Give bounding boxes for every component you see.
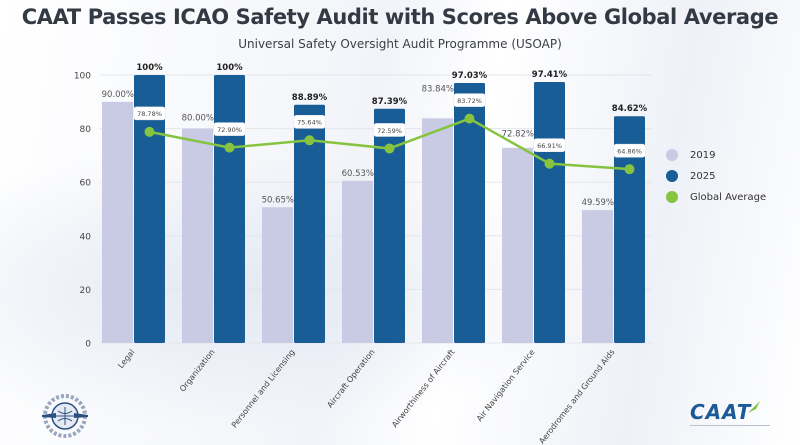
global-average-line	[144, 113, 635, 175]
global-average-point	[624, 164, 635, 175]
bar-2025	[374, 108, 405, 343]
legend-label-global-average: Global Average	[690, 191, 767, 203]
global-average-label-box	[133, 106, 166, 121]
bar-2019	[262, 207, 293, 343]
global-average-label: 64.86%	[617, 147, 642, 155]
global-average-label-box	[533, 138, 566, 152]
data-label-2025: 100%	[136, 63, 163, 73]
y-axis-ticks: 0 20 40 60 80 100	[74, 72, 91, 350]
x-tick-label: Personnel and Licensing	[230, 348, 297, 430]
data-label-2025: 100%	[216, 63, 243, 73]
legend-dot-2025	[666, 170, 678, 182]
caat-swoosh-icon	[748, 401, 761, 413]
global-average-label: 66.91%	[537, 142, 562, 150]
global-average-point	[464, 113, 475, 124]
global-average-point	[384, 143, 395, 154]
global-average-label: 78.78%	[137, 110, 162, 118]
global-average-point	[224, 142, 235, 153]
bar-2019	[502, 147, 533, 343]
caat-logo-underline	[690, 425, 770, 432]
legend-item-2025: 2025	[666, 166, 766, 186]
data-label-2019: 80.00%	[182, 114, 214, 124]
data-label-2019: 83.84%	[422, 85, 454, 95]
bar-2025	[614, 116, 645, 343]
bar-2025	[214, 75, 245, 343]
bar-2025	[134, 75, 165, 343]
bar-2019	[102, 101, 133, 343]
x-tick-label: Organization	[178, 348, 217, 394]
global-average-labels: 78.78% 72.90% 75.64% 72.59% 83.72% 66.91% 64.8…	[133, 93, 646, 158]
icao-emblem-icon	[42, 394, 88, 438]
data-label-2019: 90.00%	[102, 90, 134, 100]
x-tick-label: Legal	[116, 348, 136, 370]
bar-2019	[582, 210, 613, 343]
bar-2019	[422, 118, 453, 343]
global-average-label-box	[373, 123, 406, 137]
global-average-label: 83.72%	[457, 97, 482, 105]
global-average-label-box	[453, 93, 486, 107]
bar-2025	[294, 104, 325, 343]
data-label-2025: 84.62%	[612, 104, 648, 114]
bar-labels: 90.00% 100% 80.00% 100% 50.65% 88.89% 60.53% 87…	[102, 63, 648, 208]
global-average-label-box	[213, 122, 246, 136]
y-tick-label: 60	[80, 179, 92, 189]
legend: 2019 2025 Global Average	[666, 145, 766, 208]
y-tick-label: 100	[74, 72, 91, 82]
bar-2025	[534, 81, 565, 344]
y-tick-label: 40	[80, 232, 92, 242]
y-tick-label: 80	[80, 125, 92, 135]
global-average-label-box	[293, 114, 326, 129]
data-label-2025: 97.03%	[452, 71, 488, 81]
caat-logo-text: CAAT	[690, 400, 752, 424]
x-tick-label: Air Navigation Service	[475, 348, 537, 424]
caat-logo: CAAT	[690, 400, 770, 432]
global-average-point	[304, 135, 315, 146]
global-average-point	[144, 126, 155, 137]
y-tick-label: 20	[80, 286, 92, 296]
global-average-point	[544, 158, 555, 169]
data-label-2019: 49.59%	[582, 198, 614, 208]
global-average-label: 75.64%	[297, 119, 322, 127]
legend-dot-2019	[666, 149, 678, 161]
bar-2025	[454, 82, 485, 344]
bar-2019	[342, 180, 373, 343]
bar-2019	[182, 128, 213, 343]
legend-item-global-average: Global Average	[666, 187, 766, 207]
data-label-2019: 72.82%	[502, 130, 534, 140]
data-label-2019: 50.65%	[262, 195, 294, 205]
data-label-2025: 87.39%	[372, 97, 408, 107]
global-average-label: 72.90%	[217, 126, 242, 134]
data-label-2019: 60.53%	[342, 169, 374, 179]
legend-item-2019: 2019	[666, 145, 766, 165]
x-tick-label: Aerodromes and Ground Aids	[537, 348, 616, 445]
chart-title: CAAT Passes ICAO Safety Audit with Score…	[21, 5, 779, 29]
legend-dot-global-average	[666, 191, 678, 203]
data-label-2025: 97.41%	[532, 70, 568, 80]
icao-logo	[42, 393, 88, 444]
data-label-2025: 88.89%	[292, 93, 328, 103]
global-average-label-box	[613, 143, 646, 158]
x-tick-label: Airworthiness of Aircraft	[390, 348, 456, 430]
x-axis-labels: Legal Organization Personnel and Licensing…	[116, 348, 616, 445]
global-average-label: 72.59%	[377, 127, 402, 135]
legend-label-2025: 2025	[690, 170, 716, 182]
legend-label-2019: 2019	[690, 149, 716, 161]
x-tick-label: Aircraft Operation	[325, 348, 376, 410]
chart-subtitle: Universal Safety Oversight Audit Program…	[238, 37, 562, 51]
y-tick-label: 0	[85, 340, 91, 350]
